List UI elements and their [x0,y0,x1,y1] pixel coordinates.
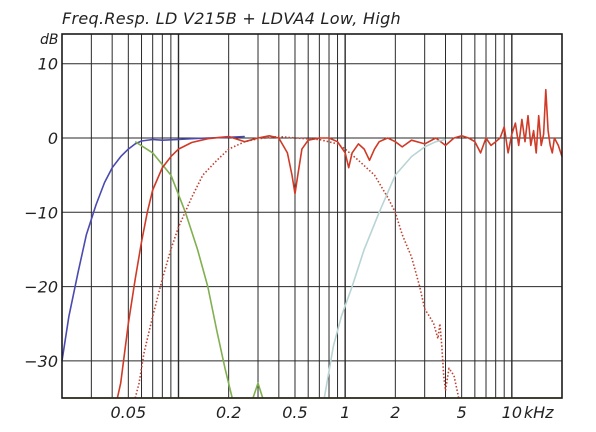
series-line-5 [323,138,446,399]
x-tick-label: 0.2 [216,403,241,422]
y-tick-label: −30 [24,352,58,371]
plot-border [61,33,563,399]
x-tick-label: 2 [390,403,400,422]
x-unit-label: kHz [524,403,554,422]
series-group [61,88,563,399]
x-tick-label: 0.05 [111,403,147,422]
chart-title: Freq.Resp. LD V215B + LDVA4 Low, High [62,9,401,28]
series-line-4 [134,135,460,399]
series-line-3 [116,88,563,399]
x-tick-label: 1 [340,403,350,422]
x-tick-label: 10 [502,403,522,422]
y-tick-label: −20 [24,278,58,297]
x-tick-label: 0.5 [282,403,307,422]
y-tick-label: 10 [38,55,58,74]
y-unit-label: dB [40,32,59,48]
grid [61,34,563,398]
series-line-1 [134,141,233,399]
axes: 100−10−20−300.05 0.2 0.5 1 2 5 10 kHz [24,33,563,422]
y-tick-label: −10 [24,203,58,222]
x-tick-label: 5 [457,403,467,422]
y-tick-label: 0 [48,129,58,148]
series-line-2 [252,382,264,399]
series-line-0 [61,135,245,362]
